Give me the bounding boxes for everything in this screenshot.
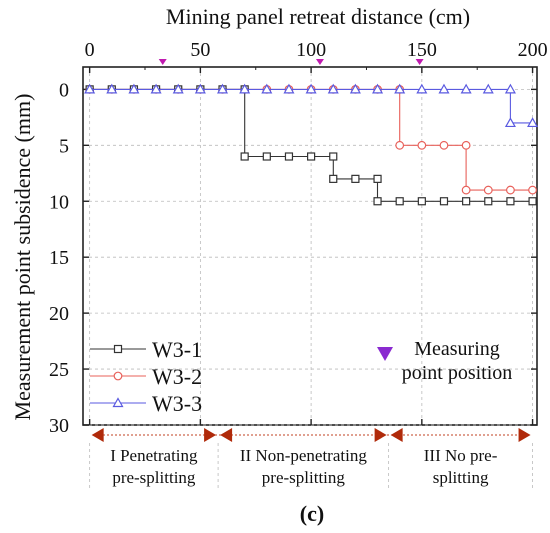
data-point <box>307 152 316 161</box>
phase-arrow-right <box>204 428 217 442</box>
series-line <box>89 88 533 124</box>
phase-label: II Non-penetrating <box>240 446 367 465</box>
data-point <box>329 152 338 161</box>
data-point <box>483 185 493 195</box>
data-point <box>216 83 229 94</box>
measuring-point-marker <box>158 59 167 65</box>
data-point <box>305 83 317 94</box>
panel-label: (c) <box>300 501 324 526</box>
data-point <box>172 83 184 94</box>
y-tick-label: 30 <box>49 415 69 437</box>
phase-arrow-left <box>390 428 403 442</box>
data-point <box>461 140 471 150</box>
data-point <box>395 197 404 206</box>
x-tick-label: 100 <box>296 39 326 61</box>
x-tick-label: 0 <box>85 39 95 61</box>
legend: W3-1W3-2W3-3 <box>90 337 202 416</box>
data-point <box>417 197 426 206</box>
data-point <box>439 197 449 206</box>
data-point <box>395 140 405 150</box>
x-axis-title: Mining panel retreat distance (cm) <box>166 4 470 29</box>
data-point <box>372 83 384 94</box>
data-point <box>150 83 162 94</box>
y-tick-label: 0 <box>59 79 69 101</box>
data-point <box>262 152 271 161</box>
data-point <box>416 83 428 94</box>
x-tick-label: 50 <box>190 39 210 61</box>
data-point <box>84 83 96 94</box>
data-point <box>438 83 450 94</box>
phase-bar: I Penetrating pre-splitting II Non-penetra… <box>89 428 533 488</box>
data-point <box>462 197 471 206</box>
phase-label: III No pre- <box>424 446 498 465</box>
data-point <box>528 197 537 206</box>
data-point <box>504 83 516 94</box>
data-point <box>349 83 361 94</box>
phase-label: splitting <box>433 468 489 487</box>
data-point <box>284 152 294 161</box>
data-point <box>128 83 140 94</box>
data-point <box>506 197 515 206</box>
data-point <box>113 371 123 381</box>
data-point <box>283 83 295 94</box>
data-point <box>417 140 427 150</box>
y-tick-label: 15 <box>49 247 69 269</box>
data-point <box>504 117 516 128</box>
measuring-point-marker <box>315 59 324 65</box>
data-point <box>351 174 360 183</box>
data-point <box>106 83 118 94</box>
legend-label: W3-3 <box>152 391 202 416</box>
measuring-point-label: Measuring <box>414 338 500 360</box>
data-point <box>327 83 339 94</box>
data-point <box>484 197 493 206</box>
data-point <box>527 117 539 128</box>
data-point <box>461 185 471 195</box>
data-point <box>460 83 472 94</box>
phase-arrow-left <box>220 428 233 442</box>
data-point <box>394 83 406 94</box>
data-point <box>482 83 494 94</box>
series-w3-3 <box>84 83 539 128</box>
legend-label: W3-2 <box>152 364 202 389</box>
measuring-point-label: point position <box>402 362 513 384</box>
phase-arrow-right <box>374 428 387 442</box>
plot-area: 0 50 100 150 200 0 5 10 15 20 25 30 <box>49 39 548 437</box>
data-point <box>329 174 338 183</box>
phase-arrow-left <box>91 428 104 442</box>
plot-frame <box>82 66 538 426</box>
data-point <box>506 185 515 195</box>
measuring-point-legend-icon <box>377 347 393 361</box>
data-point <box>194 83 206 94</box>
data-point <box>373 197 382 206</box>
data-point <box>113 344 123 354</box>
y-tick-label: 10 <box>49 191 69 213</box>
data-point <box>528 185 537 195</box>
data-point <box>261 83 273 94</box>
legend-label: W3-1 <box>152 337 202 362</box>
x-tick-label: 150 <box>407 39 437 61</box>
phase-arrow-right <box>518 428 531 442</box>
phase-label: I Penetrating <box>110 446 198 465</box>
data-point <box>240 152 249 161</box>
data-point <box>239 83 251 94</box>
y-axis-title: Measurement point subsidence (mm) <box>10 94 35 421</box>
phase-label: pre-splitting <box>262 468 346 487</box>
y-tick-label: 5 <box>59 135 69 157</box>
x-tick-label: 200 <box>518 39 548 61</box>
data-point <box>112 397 124 408</box>
phase-label: pre-splitting <box>112 468 196 487</box>
y-tick-label: 25 <box>49 359 69 381</box>
data-point <box>439 140 449 150</box>
data-point <box>373 174 382 183</box>
measuring-point-marker <box>415 59 424 65</box>
y-tick-label: 20 <box>49 303 69 325</box>
